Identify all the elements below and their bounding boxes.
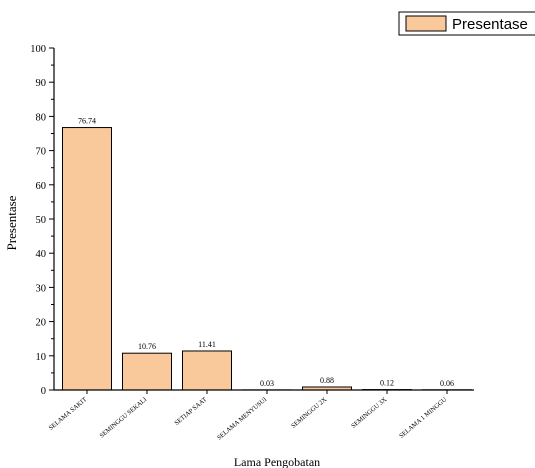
y-tick-label: 40	[36, 249, 47, 260]
bar-value-label: 11.41	[198, 340, 216, 349]
y-tick-label: 60	[36, 181, 47, 192]
x-tick-label: SETIAP SAAT	[173, 396, 208, 427]
y-tick-label: 0	[41, 386, 46, 397]
bar-value-label: 0.12	[380, 379, 394, 388]
y-tick-label: 50	[36, 215, 47, 226]
y-axis-label: Presentase	[4, 195, 19, 250]
bar	[122, 352, 172, 391]
y-tick-label: 80	[36, 112, 47, 123]
y-tick-label: 90	[36, 78, 47, 89]
bar-value-label: 0.88	[320, 376, 334, 385]
x-axis-ticks: SELAMA SAKIT SEMINGGU SEKALI SETIAP SAAT SE…	[48, 390, 449, 442]
x-tick-label: SELAMA 1 MINGGU	[398, 396, 448, 440]
x-tick-label: SEMINGGU 2X	[290, 396, 328, 430]
bar	[62, 127, 112, 391]
bar-value-label: 0.03	[260, 379, 274, 388]
y-tick-label: 70	[36, 147, 47, 158]
x-tick-label: SEMINGGU 3X	[350, 396, 388, 430]
y-tick-label: 30	[36, 283, 47, 294]
bars: 76.74 10.76 11.41 0.03 0.88 0.12 0.06	[62, 117, 472, 391]
x-tick-label: SELAMA SAKIT	[48, 396, 89, 432]
bar	[182, 350, 232, 391]
y-axis-ticks: 0 10 20 30 40 50 60 70 80 90 100	[30, 44, 54, 397]
legend: Presentase	[398, 11, 535, 36]
x-tick-label: SELAMA MENYUSUI	[216, 396, 268, 441]
y-tick-label: 20	[36, 318, 47, 329]
x-tick-label: SEMINGGU SEKALI	[99, 396, 149, 439]
y-tick-label: 10	[36, 352, 47, 363]
bar-value-label: 76.74	[78, 117, 96, 126]
y-tick-label: 100	[30, 44, 46, 55]
x-axis-label: Lama Pengobatan	[234, 455, 320, 468]
bar-value-label: 10.76	[138, 342, 156, 351]
legend-label: Presentase	[452, 16, 528, 33]
bar-value-label: 0.06	[440, 379, 454, 388]
legend-swatch	[405, 15, 447, 32]
